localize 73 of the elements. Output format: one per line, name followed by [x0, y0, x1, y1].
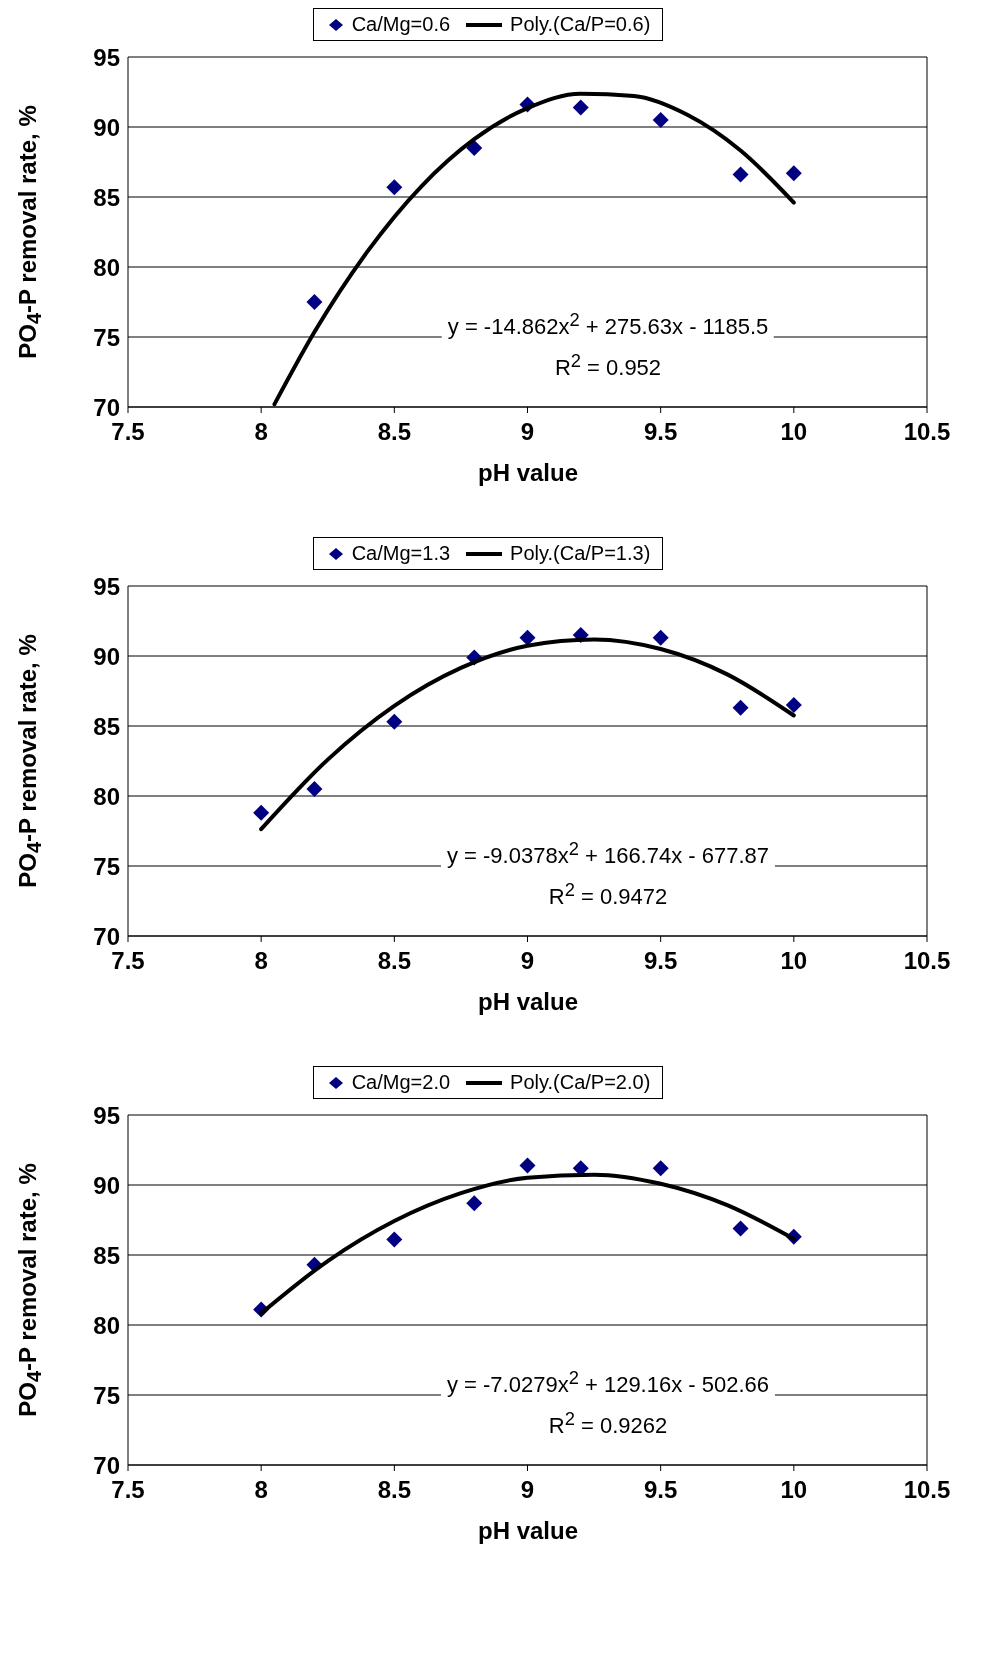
point — [466, 1195, 483, 1212]
point — [652, 1160, 669, 1177]
legend-label: Poly.(Ca/P=0.6) — [510, 13, 651, 36]
point — [785, 697, 802, 713]
point — [732, 166, 749, 183]
y-tick-label: 85 — [93, 1241, 120, 1269]
x-tick-label: 8.5 — [377, 947, 412, 975]
x-tick-label: 10.5 — [903, 418, 951, 446]
x-tick-label: 9 — [520, 1476, 535, 1504]
y-tick-label: 95 — [93, 43, 120, 71]
y-tick-label: 95 — [93, 572, 120, 600]
x-axis-title: pH value — [477, 1517, 579, 1545]
point — [386, 713, 403, 730]
point — [386, 1231, 403, 1248]
annotation: y = -9.0378x$^{2}$ + 166.74x - 677.87 — [446, 836, 770, 870]
x-tick-label: 10 — [780, 1476, 808, 1504]
x-tick-label: 10 — [780, 947, 808, 975]
y-tick-label: 90 — [93, 1171, 120, 1199]
y-tick-label: 80 — [93, 1311, 120, 1339]
point — [732, 1220, 749, 1237]
x-tick-label: 8 — [254, 1476, 268, 1504]
y-tick-label: 90 — [93, 113, 120, 141]
legend-label: Ca/Mg=1.3 — [351, 542, 451, 565]
point — [306, 294, 323, 310]
point — [732, 699, 749, 716]
x-tick-label: 9 — [520, 947, 535, 975]
x-tick-label: 10.5 — [903, 947, 951, 975]
x-tick-label: 7.5 — [111, 1476, 145, 1504]
point — [652, 629, 669, 646]
annotation: y = -14.862x$^{2}$ + 275.63x - 1185.5 — [447, 307, 769, 341]
y-tick-label: 70 — [93, 922, 120, 950]
x-tick-label: 9.5 — [643, 1476, 678, 1504]
x-tick-label: 9.5 — [643, 947, 678, 975]
y-tick-label: 95 — [93, 1101, 120, 1129]
point — [519, 629, 536, 646]
y-tick-label: 80 — [93, 253, 120, 281]
x-tick-label: 7.5 — [111, 947, 145, 975]
point — [652, 112, 669, 128]
legend-label: Poly.(Ca/P=1.3) — [510, 542, 651, 565]
annotation: y = -7.0279x$^{2}$ + 129.16x - 502.66 — [446, 1365, 770, 1399]
y-tick-label: 75 — [93, 1381, 120, 1409]
legend-label: Ca/Mg=2.0 — [351, 1071, 451, 1094]
point — [785, 165, 802, 182]
x-axis-title: pH value — [477, 459, 579, 487]
legend-label: Ca/Mg=0.6 — [351, 13, 451, 36]
y-tick-label: 75 — [93, 852, 120, 880]
point — [572, 99, 589, 116]
legend-label: Poly.(Ca/P=2.0) — [510, 1071, 651, 1094]
annotation: R$^{2}$ = 0.9472 — [547, 878, 669, 912]
x-tick-label: 8 — [254, 947, 268, 975]
point — [253, 804, 270, 821]
x-tick-label: 9 — [520, 418, 535, 446]
y-tick-label: 80 — [93, 782, 120, 810]
annotation: R$^{2}$ = 0.952 — [553, 349, 663, 383]
x-tick-label: 8.5 — [377, 418, 412, 446]
x-tick-label: 9.5 — [643, 418, 678, 446]
x-tick-label: 8 — [254, 418, 268, 446]
y-tick-label: 85 — [93, 183, 120, 211]
point — [466, 140, 483, 156]
y-tick-label: 75 — [93, 323, 120, 351]
y-tick-label: 70 — [93, 393, 120, 421]
y-tick-label: 70 — [93, 1451, 120, 1479]
y-tick-label: 85 — [93, 712, 120, 740]
x-tick-label: 8.5 — [377, 1476, 412, 1504]
x-axis-title: pH value — [477, 988, 579, 1016]
x-tick-label: 7.5 — [111, 418, 145, 446]
y-tick-label: 90 — [93, 642, 120, 670]
point — [306, 781, 323, 797]
point — [386, 179, 403, 196]
x-tick-label: 10 — [780, 418, 808, 446]
point — [519, 1157, 536, 1174]
x-tick-label: 10.5 — [903, 1476, 951, 1504]
annotation: R$^{2}$ = 0.9262 — [547, 1407, 669, 1441]
